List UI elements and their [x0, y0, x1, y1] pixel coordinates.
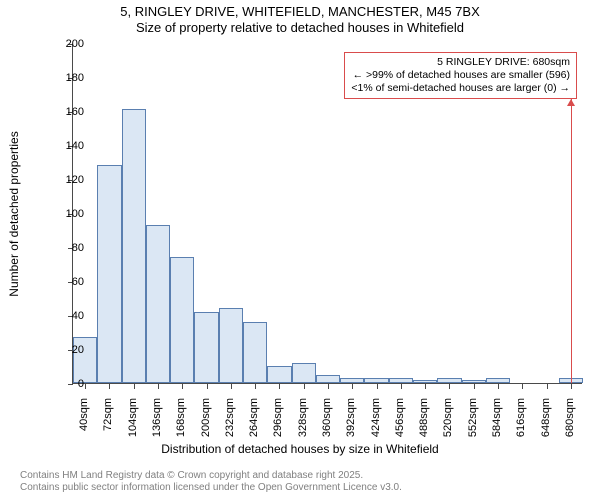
x-tick-label: 168sqm: [175, 398, 187, 448]
histogram-bar: [292, 363, 316, 383]
x-tick: [231, 384, 232, 389]
histogram-bar: [559, 378, 583, 383]
histogram-bar: [97, 165, 121, 383]
histogram-bar: [340, 378, 364, 383]
x-tick-label: 200sqm: [200, 398, 212, 448]
x-tick: [255, 384, 256, 389]
x-tick-label: 552sqm: [467, 398, 479, 448]
plot-area: 5 RINGLEY DRIVE: 680sqm← >99% of detache…: [72, 44, 582, 384]
y-tick-label: 80: [44, 242, 84, 254]
x-tick-label: 392sqm: [345, 398, 357, 448]
y-tick-label: 20: [44, 344, 84, 356]
x-tick-label: 328sqm: [297, 398, 309, 448]
histogram-bar: [437, 378, 461, 383]
footer-line1: Contains HM Land Registry data © Crown c…: [20, 470, 402, 482]
chart-container: 5, RINGLEY DRIVE, WHITEFIELD, MANCHESTER…: [0, 0, 600, 500]
y-tick-label: 140: [44, 140, 84, 152]
histogram-bar: [219, 308, 243, 383]
x-tick: [304, 384, 305, 389]
x-tick-label: 360sqm: [321, 398, 333, 448]
x-tick: [571, 384, 572, 389]
x-tick-label: 680sqm: [564, 398, 576, 448]
x-tick: [474, 384, 475, 389]
histogram-bar: [146, 225, 170, 383]
annotation-box: 5 RINGLEY DRIVE: 680sqm← >99% of detache…: [344, 52, 577, 99]
histogram-bar: [462, 380, 486, 383]
footer-line2: Contains public sector information licen…: [20, 482, 402, 494]
histogram-bar: [267, 366, 291, 383]
y-tick-label: 120: [44, 174, 84, 186]
chart-title-line1: 5, RINGLEY DRIVE, WHITEFIELD, MANCHESTER…: [0, 4, 600, 19]
x-tick-label: 40sqm: [78, 398, 90, 448]
y-tick-label: 200: [44, 38, 84, 50]
x-tick: [522, 384, 523, 389]
annotation-line3: <1% of semi-detached houses are larger (…: [351, 82, 570, 95]
x-tick: [352, 384, 353, 389]
x-tick: [449, 384, 450, 389]
histogram-bar: [122, 109, 146, 383]
x-tick: [377, 384, 378, 389]
y-tick-label: 180: [44, 72, 84, 84]
y-tick-label: 160: [44, 106, 84, 118]
x-tick: [498, 384, 499, 389]
x-tick-label: 424sqm: [370, 398, 382, 448]
x-tick-label: 456sqm: [394, 398, 406, 448]
x-tick: [279, 384, 280, 389]
x-tick-label: 296sqm: [272, 398, 284, 448]
histogram-bar: [194, 312, 218, 383]
annotation-line1: 5 RINGLEY DRIVE: 680sqm: [351, 56, 570, 69]
x-tick: [401, 384, 402, 389]
x-tick-label: 136sqm: [151, 398, 163, 448]
x-tick: [85, 384, 86, 389]
histogram-bar: [170, 257, 194, 383]
chart-title-line2: Size of property relative to detached ho…: [0, 20, 600, 35]
y-tick-label: 40: [44, 310, 84, 322]
histogram-bar: [413, 380, 437, 383]
x-tick-label: 488sqm: [418, 398, 430, 448]
y-axis-label: Number of detached properties: [7, 131, 21, 296]
x-tick-label: 104sqm: [127, 398, 139, 448]
histogram-bar: [316, 375, 340, 384]
x-tick-label: 232sqm: [224, 398, 236, 448]
y-tick-label: 0: [44, 378, 84, 390]
x-tick: [328, 384, 329, 389]
x-tick-label: 584sqm: [491, 398, 503, 448]
x-tick-label: 616sqm: [515, 398, 527, 448]
y-tick-label: 60: [44, 276, 84, 288]
x-tick: [158, 384, 159, 389]
highlight-arrow: [571, 99, 572, 383]
histogram-bar: [364, 378, 388, 383]
x-tick: [425, 384, 426, 389]
x-tick: [134, 384, 135, 389]
histogram-bar: [243, 322, 267, 383]
x-tick-label: 520sqm: [442, 398, 454, 448]
x-tick: [547, 384, 548, 389]
histogram-bar: [486, 378, 510, 383]
footer-attribution: Contains HM Land Registry data © Crown c…: [20, 470, 402, 494]
histogram-bar: [389, 378, 413, 383]
annotation-line2: ← >99% of detached houses are smaller (5…: [351, 69, 570, 82]
x-tick-label: 648sqm: [540, 398, 552, 448]
x-tick: [182, 384, 183, 389]
x-tick-label: 264sqm: [248, 398, 260, 448]
x-tick-label: 72sqm: [102, 398, 114, 448]
x-tick: [109, 384, 110, 389]
x-tick: [207, 384, 208, 389]
y-tick-label: 100: [44, 208, 84, 220]
